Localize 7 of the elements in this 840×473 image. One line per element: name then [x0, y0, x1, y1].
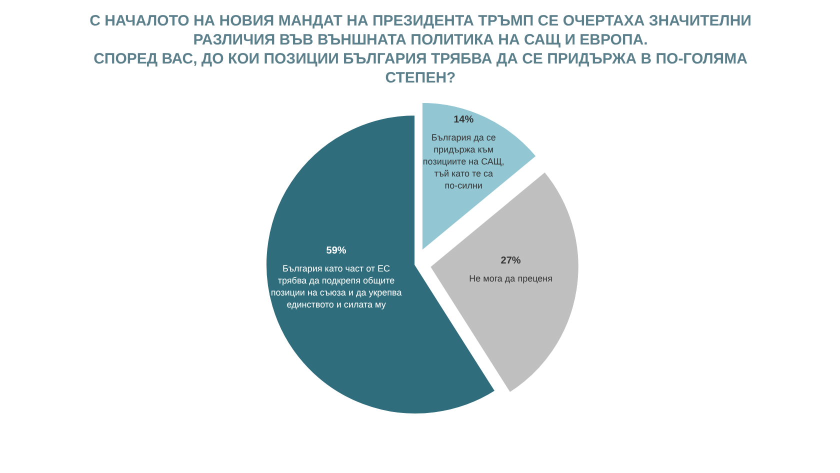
slice-label: България да се придържа към позициите на САЩ, тъй като те са по-силни — [422, 132, 504, 190]
chart-title: С НАЧАЛОТО НА НОВИЯ МАНДАТ НА ПРЕЗИДЕНТА ТРЪМП СЕ ОЧЕРТАХА ЗНАЧИТЕЛНИ РАЗЛИЧИЯ ВЪВ ВЪНШНАТА ПОЛИТИКА НА САЩ И ЕВРОПА. СПОРЕД ВАС, ДО КОИ ПОЗИЦИИ БЪЛГАРИЯ ТРЯБВА ДА СЕ ПРИДЪРЖА В ПО-ГОЛЯМА СТЕПЕН? — [90, 12, 752, 86]
data-label: 59% — [326, 246, 346, 257]
slice-label: Не мога да преценя — [469, 274, 553, 284]
data-label: 27% — [500, 256, 521, 267]
slice-label: България като част от ЕС трябва да подкрепя общите позиции на съюза и да укрепва единството и силата му — [270, 264, 402, 310]
data-label: 14% — [454, 114, 474, 126]
